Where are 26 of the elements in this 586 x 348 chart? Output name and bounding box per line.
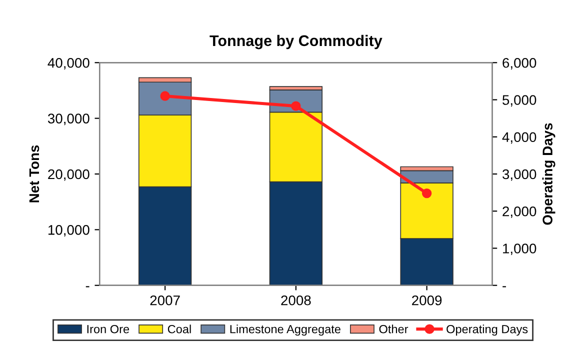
point	[291, 101, 301, 111]
chart-title: Tonnage by Commodity	[210, 34, 382, 50]
y2-tick-label: 3,000	[502, 169, 536, 181]
x-tick-label: 2009	[412, 295, 442, 306]
y2-tick-label: 4,000	[502, 132, 536, 144]
legend-label: Operating Days	[446, 324, 528, 336]
y-tick-label: -	[86, 286, 90, 288]
y-tick-label: 20,000	[48, 169, 90, 181]
legend-label: Iron Ore	[87, 324, 130, 334]
y2-axis-title: Operating Days	[542, 123, 556, 225]
y-axis-title: Net Tons	[29, 145, 40, 202]
legend-label: Other	[379, 324, 408, 334]
y2-tick-label: 2,000	[502, 206, 536, 218]
legend-label: Limestone Aggregate	[230, 324, 340, 336]
y-tick-label: 10,000	[48, 225, 90, 236]
legend-label: Coal	[168, 324, 191, 334]
x-tick-label: 2008	[281, 295, 311, 306]
y2-tick-label: -	[502, 286, 506, 288]
y2-tick-label: 6,000	[502, 58, 536, 70]
y-tick-label: 30,000	[48, 114, 90, 126]
point	[160, 91, 170, 101]
x-tick-label: 2007	[150, 295, 180, 306]
y2-tick-label: 1,000	[503, 244, 536, 256]
y-tick-label: 40,000	[48, 58, 90, 70]
y2-tick-label: 5,000	[502, 95, 536, 107]
point	[422, 188, 432, 198]
